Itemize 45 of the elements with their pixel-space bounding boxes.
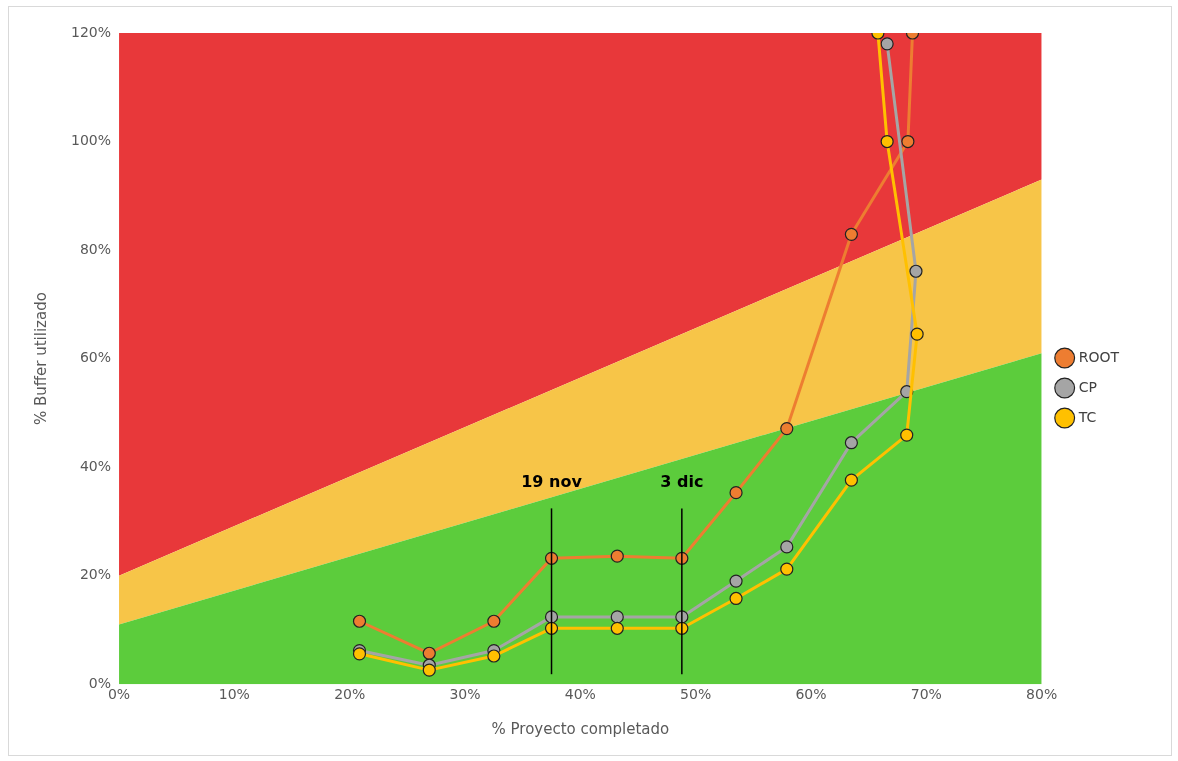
point: [844, 227, 858, 241]
point: [844, 473, 858, 487]
legend-label: ROOT: [1078, 348, 1120, 365]
point: [729, 591, 743, 606]
point: [610, 549, 624, 563]
point: [780, 562, 794, 576]
point: [844, 436, 858, 450]
y-tick-label: 100%: [70, 132, 112, 149]
point: [880, 37, 894, 51]
x-tick-label: 50%: [680, 686, 712, 703]
y-tick-label: 20%: [79, 566, 112, 583]
y-tick-label: 120%: [70, 23, 112, 40]
point: [487, 649, 501, 663]
point: [880, 134, 894, 149]
point: [487, 614, 501, 628]
point: [729, 486, 743, 500]
y-tick-label: 60%: [79, 349, 112, 366]
ref-line-label: 19 nov: [521, 471, 583, 491]
point: [910, 327, 924, 341]
point: [729, 574, 743, 588]
point: [610, 621, 624, 635]
point: [900, 428, 914, 442]
x-axis-title: % Proyecto completado: [491, 719, 670, 738]
y-tick-label: 40%: [79, 457, 112, 474]
x-tick-label: 80%: [1026, 686, 1058, 703]
legend-label: TC: [1077, 408, 1097, 425]
point: [422, 663, 436, 677]
legend-label: CP: [1078, 378, 1097, 395]
point: [901, 134, 915, 149]
x-tick-label: 60%: [795, 686, 827, 703]
y-axis-title: % Buffer utilizado: [31, 292, 50, 426]
point: [422, 646, 436, 660]
point: [909, 264, 923, 278]
point: [352, 647, 367, 661]
ref-line-label: 3 dic: [660, 471, 704, 491]
point: [780, 540, 794, 554]
x-tick-label: 40%: [564, 686, 596, 703]
x-tick-label: 70%: [910, 686, 942, 703]
x-tick-label: 10%: [218, 686, 250, 703]
point: [780, 422, 794, 436]
point: [610, 610, 624, 624]
y-tick-label: 80%: [79, 240, 112, 257]
x-tick-label: 30%: [449, 686, 481, 703]
x-tick-label: 20%: [334, 686, 366, 703]
point: [352, 614, 367, 628]
